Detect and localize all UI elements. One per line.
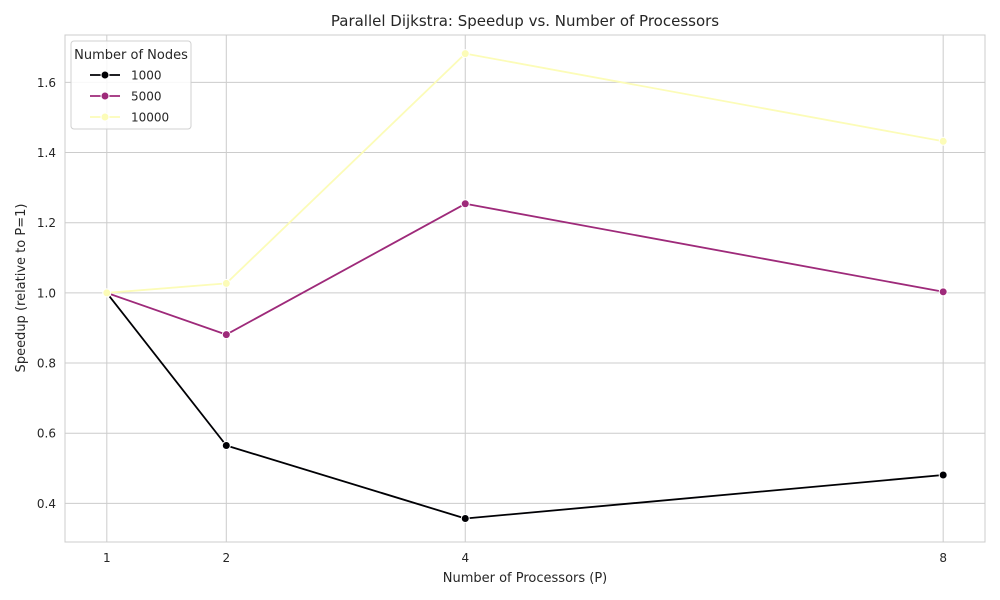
data-point-1000	[460, 513, 470, 523]
grid	[65, 35, 985, 542]
legend-label: 1000	[131, 69, 162, 83]
data-point-5000	[221, 330, 231, 340]
data-point-1000	[938, 470, 948, 480]
y-tick-label: 1.2	[37, 216, 56, 230]
y-axis-label: Speedup (relative to P=1)	[14, 204, 29, 373]
legend-marker	[100, 112, 110, 122]
data-point-5000	[938, 287, 948, 297]
series-layer	[102, 49, 948, 523]
plot-background	[65, 35, 985, 542]
legend-marker	[100, 70, 110, 80]
y-tick-label: 0.6	[37, 427, 56, 441]
series-10000	[102, 49, 948, 298]
axis-ticks: 0.4 0.6 0.8 1.0 1.2 1.4 1.6 1 2 4 8	[37, 76, 947, 565]
legend-marker	[100, 91, 110, 101]
x-tick-label: 2	[222, 551, 230, 565]
legend-title: Number of Nodes	[74, 48, 188, 63]
chart-title: Parallel Dijkstra: Speedup vs. Number of…	[331, 12, 719, 30]
legend-label: 10000	[131, 111, 169, 125]
legend-box	[70, 40, 192, 130]
data-point-10000	[102, 288, 112, 298]
legend-entry-5000: 5000	[90, 90, 162, 104]
y-tick-label: 0.4	[37, 497, 56, 511]
data-point-1000	[221, 441, 231, 451]
y-tick-label: 1.4	[37, 146, 56, 160]
x-tick-label: 4	[461, 551, 469, 565]
legend: Number of Nodes 1000 5000 10000	[70, 40, 192, 130]
legend-entry-10000: 10000	[90, 111, 169, 125]
legend-entry-1000: 1000	[90, 69, 162, 83]
y-tick-label: 1.6	[37, 76, 56, 90]
data-point-10000	[221, 278, 231, 288]
plot-frame	[64, 34, 986, 543]
data-point-10000	[938, 136, 948, 146]
x-axis-label: Number of Processors (P)	[443, 571, 608, 586]
y-tick-label: 1.0	[37, 286, 56, 300]
x-tick-label: 8	[939, 551, 947, 565]
series-line-1000	[106, 292, 944, 520]
x-tick-label: 1	[103, 551, 111, 565]
data-point-10000	[460, 49, 470, 59]
legend-label: 5000	[131, 90, 162, 104]
series-line-10000	[106, 52, 944, 294]
legend-entries: 1000 5000 10000	[90, 69, 169, 125]
y-tick-label: 0.8	[37, 357, 56, 371]
data-point-5000	[460, 199, 470, 209]
series-line-5000	[106, 202, 944, 336]
